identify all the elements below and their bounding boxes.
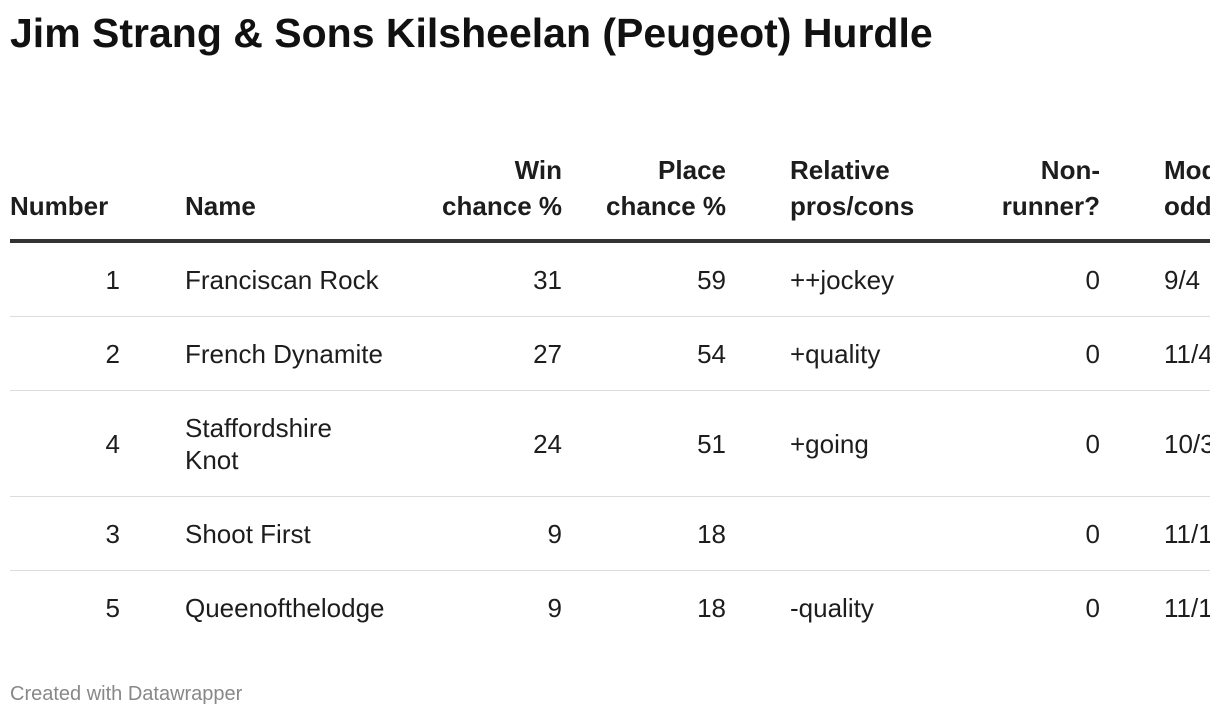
table-cell: 0 <box>1085 429 1100 459</box>
table-cell: Queenofthelodge <box>185 593 385 623</box>
table-cell: 24 <box>533 429 562 459</box>
column-header: Model odds <box>1164 155 1210 221</box>
table-cell: 18 <box>697 593 726 623</box>
footer: Created with Datawrapper <box>10 683 243 705</box>
table-cell: 0 <box>1085 519 1100 549</box>
table-cell: 27 <box>533 339 562 369</box>
title: Jim Strang & Sons Kilsheelan (Peugeot) H… <box>10 10 933 56</box>
table-cell: 3 <box>105 519 120 549</box>
column-header: Name <box>185 191 256 221</box>
table-cell: 18 <box>697 519 726 549</box>
table-cell: 11/1 <box>1164 519 1210 549</box>
table-cell: Staffordshire Knot <box>185 413 332 475</box>
row-divider <box>10 316 1210 317</box>
table-cell: 0 <box>1085 593 1100 623</box>
table-cell: 11/4 <box>1164 339 1210 369</box>
table-cell: 9/4 <box>1164 265 1201 295</box>
column-header: Win chance % <box>442 155 562 221</box>
table-cell: 11/1 <box>1164 593 1210 623</box>
table-cell: 54 <box>697 339 726 369</box>
header-rule <box>10 239 1210 243</box>
table-cell: 0 <box>1085 339 1100 369</box>
column-header: Place chance % <box>606 155 726 221</box>
row-divider <box>10 570 1210 571</box>
column-header: Non-runner? <box>1001 155 1100 221</box>
table-cell: 9 <box>547 519 562 549</box>
row-divider <box>10 496 1210 497</box>
table-cell: 10/3 <box>1164 429 1210 459</box>
table-cell: +quality <box>790 339 881 369</box>
table-cell: 5 <box>105 593 120 623</box>
table-cell: French Dynamite <box>185 339 383 369</box>
table-cell: 9 <box>547 593 562 623</box>
column-header: Number <box>10 191 109 221</box>
table-cell: +going <box>790 429 869 459</box>
row-divider <box>10 390 1210 391</box>
table-cell: Franciscan Rock <box>185 265 379 295</box>
table-cell: ++jockey <box>790 265 895 295</box>
table-cell: 2 <box>105 339 120 369</box>
table-cell <box>790 497 940 571</box>
table-cell: -quality <box>790 593 874 623</box>
column-header: Relative pros/cons <box>790 155 915 221</box>
table-cell: Shoot First <box>185 519 311 549</box>
table-cell: 1 <box>105 265 120 295</box>
table-cell: 31 <box>533 265 562 295</box>
table-cell: 59 <box>697 265 726 295</box>
table-cell: 0 <box>1085 265 1100 295</box>
table-cell: 4 <box>105 429 120 459</box>
table-cell: 51 <box>697 429 726 459</box>
